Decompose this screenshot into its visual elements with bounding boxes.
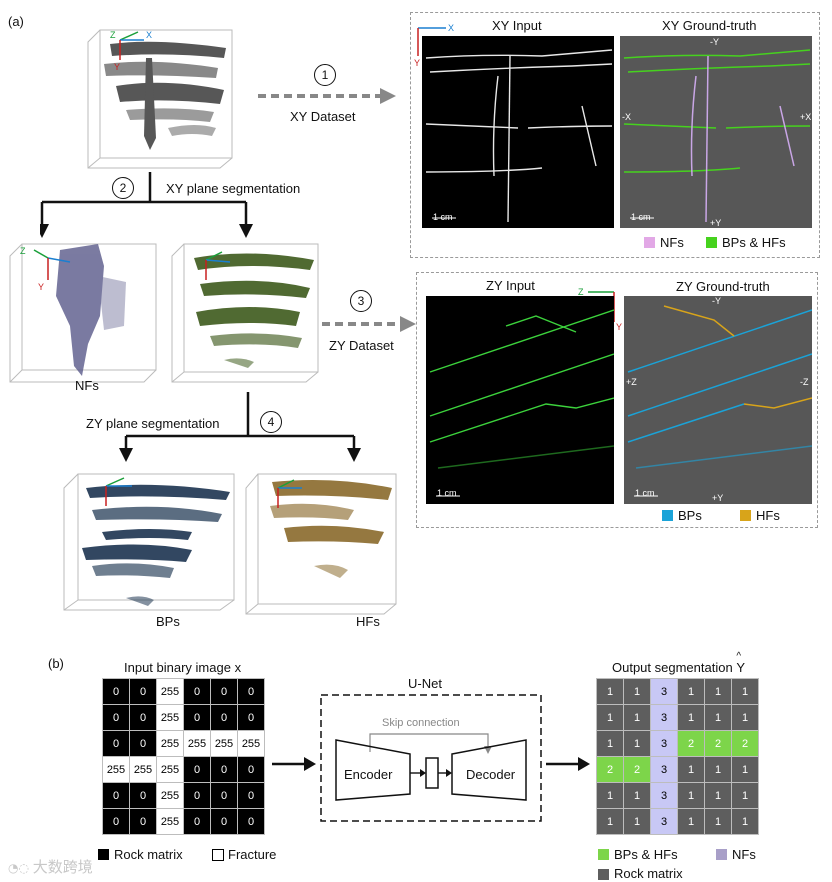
xy-axis-indicator: X Y [414,23,454,66]
zy-gt-scale: 1 cm [635,488,655,498]
xy-gt-scale: 1 cm [631,212,651,222]
xy-input-image [422,36,614,228]
hfs-volume-cube [245,473,397,615]
svg-text:Y: Y [616,322,622,332]
hfs-volume-label: HFs [356,614,380,629]
zy-dir-right: -Z [800,377,809,387]
legend-bps-hfs-label: BPs & HFs [722,235,786,250]
original-volume-cube: Z X Y [87,29,233,169]
table-row: 255 255 255 0 0 0 [102,756,265,783]
table-row: 0 0 255 0 0 0 [102,678,265,705]
xy-dataset-box [410,12,820,258]
legend-bps-label: BPs [678,508,702,523]
xy-dir-left: -X [622,112,631,122]
legend-nfs-swatch [644,237,655,248]
legend-out-bps-hfs-label: BPs & HFs [614,847,678,862]
step-3-badge: 3 [350,290,372,312]
arrow-to-unet [272,757,316,771]
zy-dataset-label: ZY Dataset [329,338,394,353]
zy-gt-title: ZY Ground-truth [676,279,770,294]
arrow-from-unet [546,757,590,771]
xy-input-scale: 1 cm [433,212,453,222]
table-row: 0 0 255 0 0 0 [102,782,265,809]
xy-dir-right: +X [800,112,812,122]
legend-bps-swatch [662,510,673,521]
zy-segmentation-label: ZY plane segmentation [86,416,220,431]
svg-text:Y: Y [38,282,44,292]
step-2-badge: 2 [112,177,134,199]
arrow-zy-dataset [322,316,416,332]
step-4-badge: 4 [260,411,282,433]
legend-hfs-label: HFs [756,508,780,523]
nfs-volume-label: NFs [75,378,99,393]
panel-a-label: (a) [8,14,24,29]
input-grid-title: Input binary image x [124,660,242,675]
zy-dir-bottom: +Y [712,493,724,503]
skip-connection-label: Skip connection [382,717,460,729]
zy-axis-indicator: Z Y [578,287,622,332]
legend-rock-matrix-label: Rock matrix [114,847,183,862]
xy-dir-top: -Y [710,37,719,47]
legend-bps-hfs-swatch [706,237,717,248]
panel-b-label: (b) [48,656,64,671]
zy-dir-top: -Y [712,296,721,306]
xy-gt-image [620,36,812,228]
xy-input-title: XY Input [492,18,542,33]
watermark-logo: ◔◌ 大数跨境 [8,858,93,876]
svg-text:Y: Y [414,58,420,66]
svg-text:Z: Z [20,246,26,256]
legend-fracture-swatch [212,849,224,861]
legend-fracture-label: Fracture [228,847,277,862]
legend-out-rock-label: Rock matrix [614,866,683,881]
bps-volume-label: BPs [156,614,180,629]
svg-text:Z: Z [578,287,584,297]
decoder-label: Decoder [466,767,516,782]
output-symbol: Y [736,660,745,675]
svg-text:Y: Y [114,62,120,72]
nfs-volume-cube: Z Y [9,243,157,383]
legend-out-bps-hfs-swatch [598,849,609,860]
bps-volume-cube [63,473,235,611]
xy-segmentation-label: XY plane segmentation [166,181,301,196]
zy-dir-left: +Z [626,377,637,387]
svg-text:Z: Z [110,30,116,40]
table-row: 0 0 255 0 0 0 [102,808,265,835]
zy-input-image [426,296,614,504]
step-1-badge: 1 [314,64,336,86]
zy-gt-image [624,296,812,504]
svg-text:X: X [448,23,454,33]
bps-hfs-volume-cube [171,243,319,383]
legend-out-nfs-swatch [716,849,727,860]
legend-out-nfs-label: NFs [732,847,756,862]
legend-nfs-label: NFs [660,235,684,250]
svg-text:X: X [146,30,152,40]
unet-diagram [320,694,542,822]
zy-dataset-box [416,272,818,528]
table-row: 0 0 255 255 255 255 [102,730,265,757]
xy-dir-bottom: +Y [710,218,722,228]
legend-hfs-swatch [740,510,751,521]
zy-input-title: ZY Input [486,278,535,293]
zy-input-scale: 1 cm [437,488,457,498]
legend-rock-matrix-swatch [98,849,109,860]
zy-split-arrows [119,392,361,462]
output-grid-title: Output segmentation ^ Y [612,651,745,675]
watermark-icon: ◔◌ [8,861,33,875]
arrow-xy-dataset [258,88,396,104]
unet-title: U-Net [408,676,442,691]
encoder-label: Encoder [344,767,393,782]
input-binary-grid: 0 0 255 0 0 0 0 0 255 0 0 0 0 0 255 255 255 255 255 255 2… [102,678,265,835]
xy-gt-title: XY Ground-truth [662,18,757,33]
xy-dataset-label: XY Dataset [290,109,356,124]
legend-out-rock-swatch [598,869,609,880]
xy-split-arrows [40,172,253,238]
table-row: 0 0 255 0 0 0 [102,704,265,731]
